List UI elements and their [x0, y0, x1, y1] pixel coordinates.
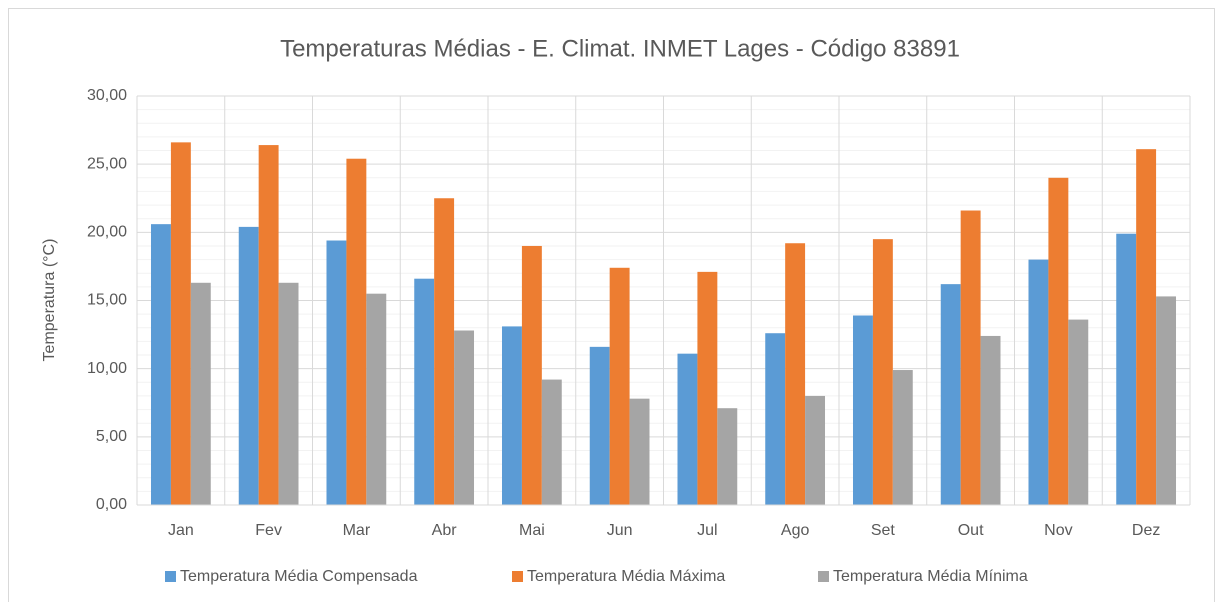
bar	[1136, 149, 1157, 506]
x-tick-label: Nov	[1044, 522, 1072, 539]
bar	[805, 395, 826, 505]
bar	[717, 408, 738, 505]
x-tick-label: Dez	[1132, 522, 1160, 539]
x-tick-label: Mai	[519, 522, 545, 539]
legend-label: Temperatura Média Máxima	[527, 568, 725, 585]
y-tick-label: 20,00	[87, 224, 127, 241]
bar	[501, 326, 522, 505]
bar	[1068, 319, 1089, 505]
y-tick-label: 5,00	[96, 428, 127, 445]
bar	[1048, 177, 1069, 506]
bar	[589, 346, 610, 505]
legend-swatch	[512, 571, 523, 582]
bar	[170, 142, 191, 505]
bar	[190, 282, 211, 505]
bar	[1116, 233, 1137, 506]
x-tick-label: Out	[958, 522, 984, 539]
bar	[258, 145, 279, 505]
x-tick-label: Jan	[168, 522, 194, 539]
x-tick-label: Fev	[255, 522, 282, 539]
bar	[278, 282, 299, 505]
legend-label: Temperatura Média Mínima	[833, 568, 1028, 585]
x-tick-label: Ago	[781, 522, 810, 539]
x-tick-label: Jul	[697, 522, 717, 539]
bar	[872, 239, 893, 505]
y-axis-label: Temperatura (°C)	[41, 239, 58, 362]
bar	[326, 240, 347, 505]
bar	[414, 278, 435, 505]
bar	[629, 398, 650, 505]
bar	[521, 245, 542, 505]
bar	[765, 333, 786, 505]
bar	[1028, 259, 1049, 505]
x-tick-label: Jun	[607, 522, 633, 539]
bar	[892, 370, 913, 505]
bar	[940, 284, 961, 505]
bar	[346, 158, 367, 506]
bar	[150, 224, 171, 506]
y-tick-label: 0,00	[96, 496, 127, 513]
bar	[454, 330, 475, 505]
y-tick-label: 15,00	[87, 292, 127, 309]
bar	[366, 293, 387, 505]
bar	[785, 243, 806, 506]
bar	[238, 226, 259, 505]
bar	[677, 353, 698, 505]
x-tick-label: Set	[871, 522, 896, 539]
y-tick-label: 30,00	[87, 87, 127, 104]
bar	[609, 267, 630, 505]
x-tick-label: Mar	[343, 522, 371, 539]
y-tick-label: 10,00	[87, 360, 127, 377]
legend-label: Temperatura Média Compensada	[180, 568, 418, 585]
bar	[960, 210, 981, 505]
bar	[541, 379, 562, 505]
bar	[434, 198, 455, 505]
legend-swatch	[165, 571, 176, 582]
chart-title: Temperaturas Médias - E. Climat. INMET L…	[280, 35, 960, 62]
y-tick-label: 25,00	[87, 155, 127, 172]
legend-swatch	[818, 571, 829, 582]
bar	[1156, 296, 1177, 505]
bar	[980, 335, 1001, 505]
x-tick-label: Abr	[432, 522, 458, 539]
bar	[697, 271, 718, 505]
bar	[852, 315, 873, 505]
